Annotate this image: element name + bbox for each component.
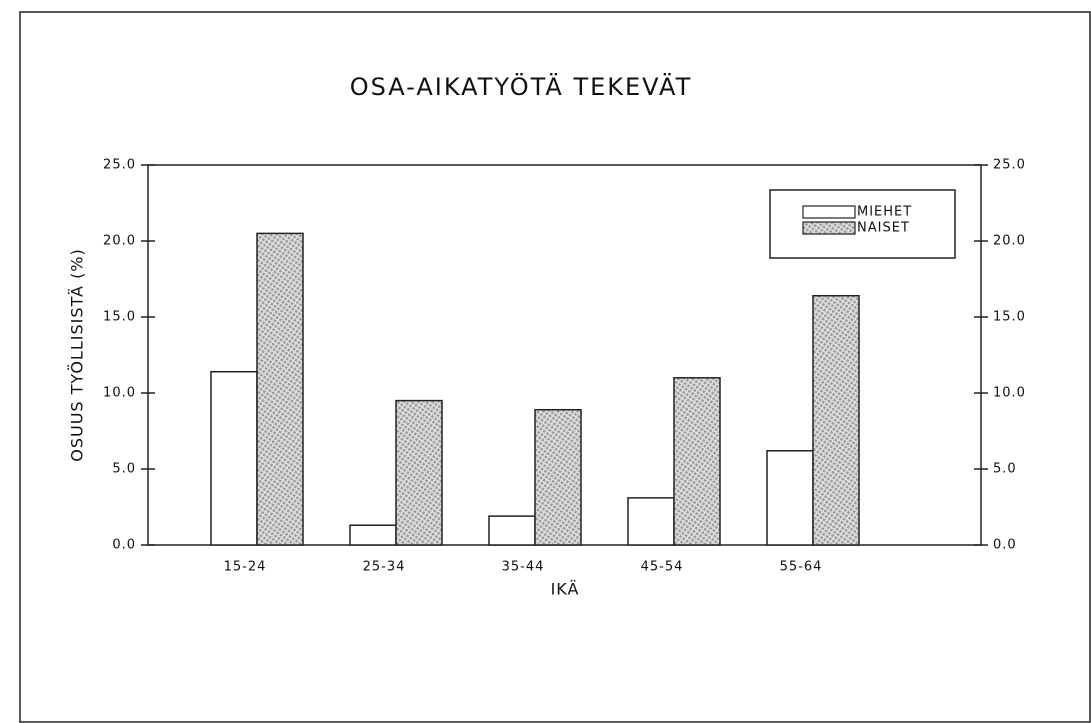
y-tick-label: 10.0: [103, 386, 136, 401]
x-tick-label: 45-54: [641, 560, 684, 575]
x-axis-label: IKÄ: [551, 580, 580, 599]
bar: [812, 294, 860, 546]
y2-tick-label: 25.0: [993, 158, 1026, 173]
y2-tick-label: 5.0: [993, 462, 1017, 477]
x-tick-label: 35-44: [502, 560, 545, 575]
y-axis-label: OSUUS TYÖLLISISTÄ (%): [68, 248, 87, 462]
y-tick-label: 25.0: [103, 158, 136, 173]
bar: [766, 450, 814, 546]
y2-tick-label: 0.0: [993, 538, 1017, 553]
legend-box: [769, 189, 956, 259]
bar: [256, 232, 304, 546]
legend-label: NAISET: [857, 221, 910, 236]
y-tick-label: 5.0: [112, 462, 136, 477]
y-tick-label: 20.0: [103, 234, 136, 249]
bar: [488, 515, 536, 546]
y2-tick-label: 20.0: [993, 234, 1026, 249]
bar: [395, 399, 443, 546]
legend-swatch: [802, 221, 856, 235]
x-tick-label: 15-24: [224, 560, 267, 575]
y-tick-label: 0.0: [112, 538, 136, 553]
y2-tick-label: 15.0: [993, 310, 1026, 325]
bar: [673, 377, 721, 546]
bar: [627, 497, 675, 546]
legend-label: MIEHET: [857, 205, 912, 220]
frame: [19, 11, 1091, 723]
x-tick-label: 55-64: [780, 560, 823, 575]
bar: [210, 370, 258, 546]
bar: [534, 408, 582, 546]
x-tick-label: 25-34: [363, 560, 406, 575]
legend-swatch: [802, 205, 856, 219]
chart-title: OSA-AIKATYÖTÄ TEKEVÄT: [350, 72, 693, 101]
bar: [349, 524, 397, 546]
y-tick-label: 15.0: [103, 310, 136, 325]
y2-tick-label: 10.0: [993, 386, 1026, 401]
